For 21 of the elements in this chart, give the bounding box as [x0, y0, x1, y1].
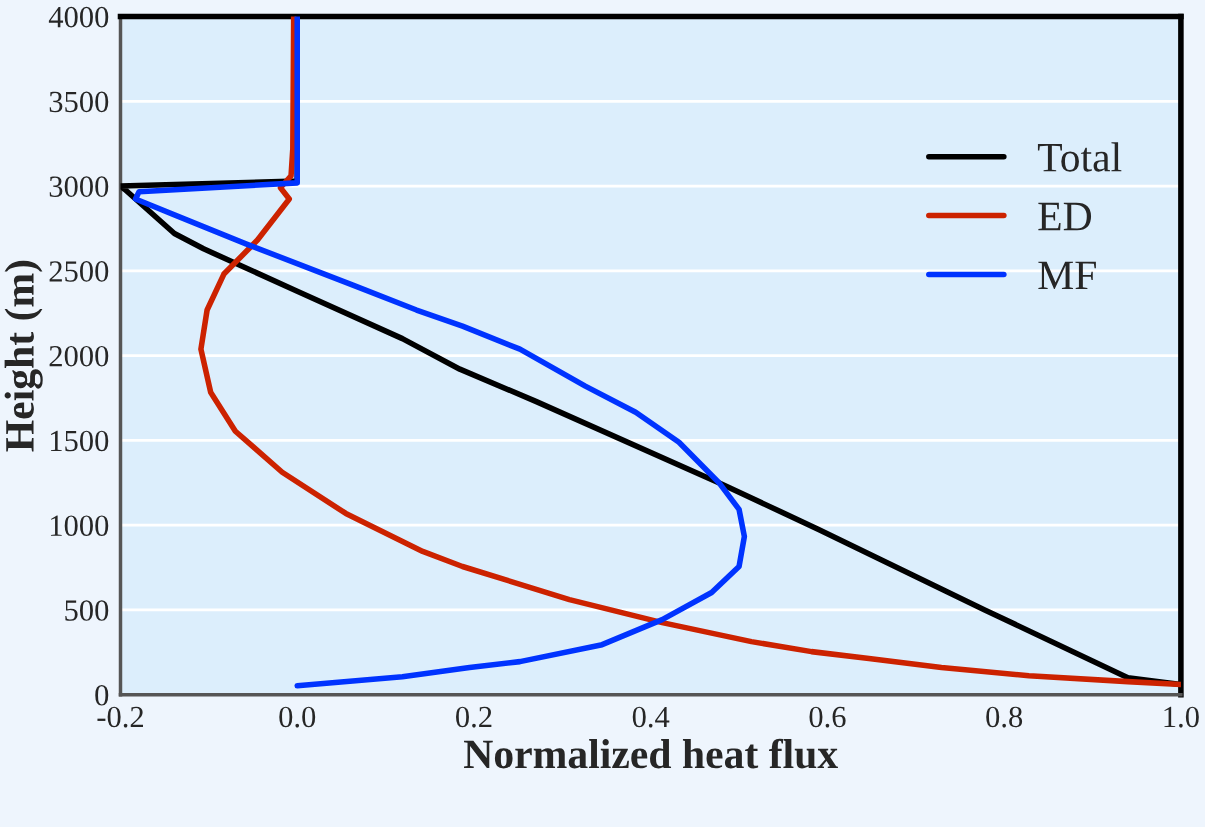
y-tick-label: 3500 — [49, 91, 109, 113]
y-tick-label: 2500 — [49, 261, 109, 282]
legend-label: ED — [1038, 202, 1092, 231]
x-tick-label: 0.4 — [632, 706, 670, 728]
y-tick-label: 1500 — [50, 430, 109, 452]
x-tick-label: -0.2 — [97, 706, 143, 728]
x-tick-label: 1.0 — [1164, 706, 1199, 728]
y-tick-label: 3000 — [49, 176, 109, 197]
legend-label: MF — [1038, 261, 1096, 289]
x-tick-label: 0.0 — [279, 706, 316, 728]
x-tick-label: 0.2 — [456, 706, 492, 728]
x-tick-label: 0.8 — [986, 706, 1023, 728]
y-tick-label: 0 — [95, 684, 109, 706]
y-tick-label: 500 — [65, 600, 109, 621]
x-axis-title: Normalized heat flux — [464, 738, 838, 769]
y-axis-title: Height (m) — [4, 260, 43, 452]
y-tick-label: 4000 — [48, 6, 109, 28]
y-tick-label: 1000 — [50, 515, 109, 537]
legend-label: Total — [1037, 142, 1122, 172]
x-tick-label: 0.6 — [809, 706, 846, 728]
y-tick-label: 2000 — [49, 345, 109, 367]
